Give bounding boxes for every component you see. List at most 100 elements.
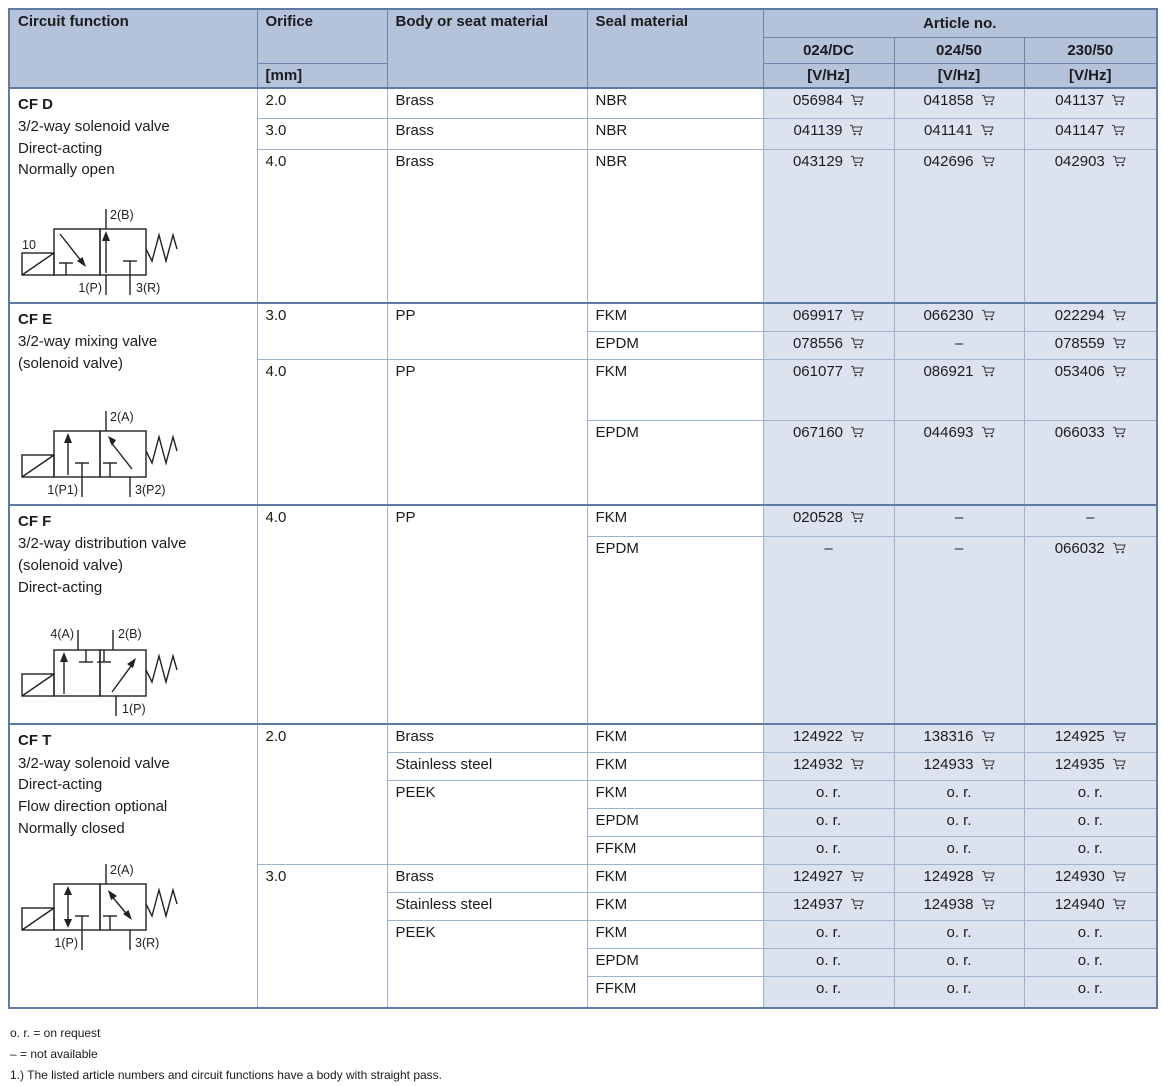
port-label: 3(R) bbox=[135, 936, 159, 950]
on-request-value: o. r. bbox=[815, 923, 841, 941]
article-number: 041137 bbox=[1055, 91, 1105, 109]
cart-icon[interactable] bbox=[850, 309, 864, 321]
cart-icon[interactable] bbox=[850, 758, 864, 770]
cart-icon[interactable] bbox=[981, 309, 995, 321]
body-material-cell: PEEK bbox=[386, 779, 588, 865]
cart-icon[interactable] bbox=[850, 426, 864, 438]
footnote: o. r. = on request bbox=[10, 1026, 101, 1041]
body-material-cell: PP bbox=[386, 302, 588, 360]
port-label: 1(P) bbox=[54, 936, 78, 950]
article-number-cell: 042696 bbox=[893, 148, 1025, 304]
cart-icon[interactable] bbox=[850, 155, 864, 167]
body-material-cell: Brass bbox=[386, 86, 588, 119]
cart-icon[interactable] bbox=[981, 758, 995, 770]
article-number: 053406 bbox=[1054, 362, 1105, 380]
cart-icon[interactable] bbox=[1112, 542, 1126, 554]
article-number: 056984 bbox=[792, 91, 844, 109]
cart-icon[interactable] bbox=[981, 155, 995, 167]
cart-icon[interactable] bbox=[850, 511, 864, 523]
port-label: 1(P1) bbox=[47, 483, 78, 497]
article-number-cell: 066230 bbox=[893, 302, 1025, 332]
cart-icon[interactable] bbox=[1112, 730, 1126, 742]
body-material-cell: PP bbox=[386, 503, 588, 725]
cart-icon[interactable] bbox=[1112, 309, 1126, 321]
seal-material-cell: FKM bbox=[586, 891, 764, 921]
cart-icon[interactable] bbox=[849, 124, 864, 136]
on-request-value: o. r. bbox=[1077, 923, 1103, 941]
port-label: 2(B) bbox=[110, 208, 134, 222]
body-material-cell: Brass bbox=[386, 148, 588, 304]
cart-icon[interactable] bbox=[981, 870, 995, 882]
article-number-cell: 124938 bbox=[893, 891, 1025, 921]
cart-icon[interactable] bbox=[1112, 365, 1126, 377]
cart-icon[interactable] bbox=[1112, 337, 1126, 349]
article-number: 124935 bbox=[1054, 755, 1105, 773]
article-number: 138316 bbox=[923, 728, 974, 746]
cart-icon[interactable] bbox=[850, 337, 864, 349]
cart-icon[interactable] bbox=[981, 94, 995, 106]
circuit-function-desc: 3/2-way solenoid valve bbox=[18, 754, 170, 772]
circuit-function-desc: Normally closed bbox=[18, 819, 125, 837]
circuit-function-name: CF D bbox=[18, 95, 53, 113]
article-number: 044693 bbox=[923, 424, 974, 442]
article-number-cell: 124928 bbox=[893, 863, 1025, 893]
article-number: 041858 bbox=[923, 91, 974, 109]
cart-icon[interactable] bbox=[850, 94, 864, 106]
article-number-cell: 124925 bbox=[1023, 723, 1158, 753]
cart-icon[interactable] bbox=[850, 870, 864, 882]
voltage-header-024dc: 024/DC bbox=[762, 36, 895, 64]
cart-icon[interactable] bbox=[1112, 758, 1126, 770]
port-label: 2(B) bbox=[118, 627, 142, 641]
article-number: 066033 bbox=[1054, 424, 1105, 442]
cart-icon[interactable] bbox=[981, 365, 995, 377]
circuit-function-desc: Direct-acting bbox=[18, 139, 103, 157]
article-number-cell: o. r. bbox=[893, 919, 1025, 949]
cart-icon[interactable] bbox=[1112, 155, 1126, 167]
not-available-dash: – bbox=[954, 508, 964, 526]
cart-icon[interactable] bbox=[981, 898, 995, 910]
on-request-value: o. r. bbox=[1077, 839, 1103, 857]
on-request-value: o. r. bbox=[1077, 951, 1103, 969]
article-number: 124927 bbox=[792, 867, 844, 885]
article-number: 022294 bbox=[1054, 307, 1105, 324]
column-header-article-no: Article no. bbox=[762, 8, 1158, 38]
article-number: 078556 bbox=[792, 334, 844, 352]
article-number-cell: 086921 bbox=[893, 358, 1025, 422]
column-header-seal-material: Seal material bbox=[586, 8, 764, 88]
circuit-function-desc: Normally open bbox=[18, 161, 115, 179]
not-available-dash: – bbox=[824, 540, 833, 558]
seal-material-cell: NBR bbox=[586, 148, 764, 304]
cart-icon[interactable] bbox=[850, 898, 864, 910]
on-request-value: o. r. bbox=[1077, 979, 1103, 997]
orifice-cell: 3.0 bbox=[256, 117, 388, 150]
article-number-cell: o. r. bbox=[893, 807, 1025, 837]
voltage-unit-header: [V/Hz] bbox=[893, 62, 1025, 88]
cart-icon[interactable] bbox=[981, 426, 995, 438]
cart-icon[interactable] bbox=[1112, 870, 1126, 882]
column-header-orifice: Orifice bbox=[256, 8, 388, 64]
cart-icon[interactable] bbox=[850, 365, 864, 377]
article-number: 043129 bbox=[792, 152, 844, 170]
seal-material-cell: FKM bbox=[586, 723, 764, 753]
voltage-unit-header: [V/Hz] bbox=[1023, 62, 1158, 88]
seal-material-cell: FKM bbox=[586, 503, 764, 538]
body-material-cell: Brass bbox=[386, 723, 588, 753]
cart-icon[interactable] bbox=[1111, 124, 1125, 136]
cart-icon[interactable] bbox=[981, 730, 995, 742]
cart-icon[interactable] bbox=[1111, 94, 1125, 106]
article-number-cell: 124930 bbox=[1023, 863, 1158, 893]
cart-icon[interactable] bbox=[850, 730, 864, 742]
article-number: 067160 bbox=[792, 424, 844, 442]
circuit-function-desc: 3/2-way distribution valve bbox=[18, 535, 187, 552]
seal-material-cell: EPDM bbox=[586, 536, 764, 725]
seal-material-cell: FFKM bbox=[586, 835, 764, 865]
seal-material-cell: EPDM bbox=[586, 807, 764, 837]
article-number-table: Circuit function Orifice Body or seat ma… bbox=[8, 8, 1159, 1010]
article-number: 041147 bbox=[1055, 121, 1105, 139]
cart-icon[interactable] bbox=[1112, 426, 1126, 438]
cart-icon[interactable] bbox=[980, 124, 994, 136]
on-request-value: o. r. bbox=[946, 783, 972, 801]
cart-icon[interactable] bbox=[1112, 898, 1126, 910]
orifice-cell: 4.0 bbox=[256, 148, 388, 304]
orifice-cell: 3.0 bbox=[256, 302, 388, 360]
